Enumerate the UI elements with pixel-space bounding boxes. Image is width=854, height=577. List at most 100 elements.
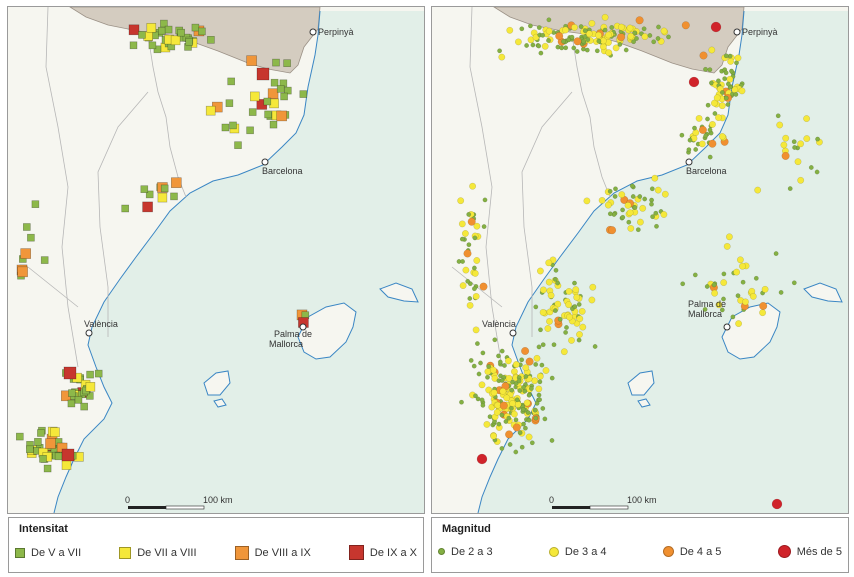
magnitude-marker: [718, 133, 726, 140]
magnitude-legend-title: Magnitud: [442, 523, 491, 535]
legend-item-ix-x: De IX a X: [348, 545, 417, 560]
magnitude-marker: [532, 407, 538, 413]
legend-item-viii-ix: De VIII a IX: [234, 545, 311, 560]
magnitude-marker: [711, 289, 718, 297]
magnitude-marker: [537, 379, 543, 385]
intensity-marker: [269, 120, 278, 129]
magnitude-marker: [540, 405, 546, 411]
intensity-marker: [248, 108, 257, 116]
magnitude-marker: [782, 134, 790, 142]
magnitude-marker: [721, 271, 727, 277]
swatch-square: [348, 545, 364, 560]
magnitude-marker: [512, 423, 521, 432]
city-marker-valencia: [509, 329, 517, 337]
magnitude-marker: [641, 33, 649, 40]
city-marker-palma: [723, 323, 731, 331]
intensity-marker: [45, 438, 56, 449]
intensity-marker: [158, 26, 166, 35]
magnitude-marker: [688, 76, 700, 88]
magnitude-legend: Magnitud De 2 a 3 De 3 a 4 De 4 a 5 Més …: [431, 517, 849, 573]
magnitude-marker: [635, 16, 644, 25]
magnitude-marker: [692, 125, 697, 131]
intensity-marker: [299, 90, 308, 98]
magnitude-marker: [613, 186, 618, 192]
magnitude-marker: [465, 278, 471, 284]
intensity-marker: [246, 55, 257, 67]
magnitude-marker: [654, 186, 662, 194]
magnitude-marker: [486, 364, 492, 369]
mainland: [8, 7, 424, 513]
magnitude-marker: [584, 47, 590, 53]
magnitude-marker: [489, 366, 497, 374]
magnitude-marker: [475, 341, 480, 346]
intensity-marker: [267, 88, 279, 99]
legend-item-label: De 3 a 4: [564, 545, 607, 558]
magnitude-marker: [492, 337, 498, 343]
swatch-square: [119, 546, 132, 559]
magnitude-map[interactable]: Perpinyà Barcelona València Palma de Mal…: [431, 6, 849, 514]
magnitude-marker: [525, 410, 531, 415]
legend-item-3-4: De 3 a 4: [548, 545, 607, 558]
magnitude-marker: [626, 219, 632, 225]
magnitude-marker: [609, 24, 615, 30]
magnitude-marker: [471, 269, 479, 277]
legend-item-label: De VIII a IX: [254, 546, 311, 559]
magnitude-marker: [536, 372, 544, 380]
magnitude-marker: [545, 278, 553, 286]
intensity-marker: [145, 190, 154, 199]
intensity-marker: [148, 41, 157, 50]
magnitude-marker: [711, 282, 717, 288]
magnitude-marker: [715, 301, 723, 309]
magnitude-marker: [623, 47, 629, 53]
magnitude-marker: [630, 194, 636, 199]
magnitude-marker: [720, 279, 728, 286]
magnitude-marker: [649, 201, 654, 207]
mallorca: [297, 302, 357, 360]
magnitude-marker: [803, 135, 811, 143]
intensity-legend-title: Intensitat: [19, 523, 68, 535]
magnitude-marker: [533, 304, 539, 310]
swatch-circle: [438, 548, 445, 555]
magnitude-marker: [582, 34, 588, 39]
magnitude-marker: [534, 400, 540, 406]
intensity-marker: [94, 369, 103, 378]
city-label-valencia: València: [482, 319, 516, 329]
magnitude-marker: [723, 70, 729, 76]
magnitude-marker: [478, 381, 486, 389]
intensity-map[interactable]: Perpinyà Barcelona València Palma de Mal…: [7, 6, 425, 514]
magnitude-marker: [604, 201, 612, 209]
magnitude-marker: [499, 348, 505, 354]
magnitude-marker: [506, 415, 512, 421]
magnitude-marker: [639, 204, 647, 212]
magnitude-map-canvas: Perpinyà Barcelona València Palma de Mal…: [432, 7, 848, 513]
magnitude-marker: [522, 364, 530, 372]
magnitude-marker: [499, 401, 508, 410]
magnitude-marker: [520, 406, 526, 412]
magnitude-marker: [536, 25, 542, 30]
magnitude-marker: [481, 224, 487, 230]
magnitude-marker: [815, 136, 820, 142]
city-marker-barcelona: [685, 158, 693, 166]
intensity-marker: [234, 141, 242, 149]
magnitude-marker: [564, 325, 569, 330]
magnitude-marker: [473, 222, 481, 230]
intensity-marker: [142, 201, 153, 213]
intensity-marker: [40, 256, 49, 264]
intensity-marker: [207, 35, 215, 44]
magnitude-marker: [637, 194, 643, 199]
magnitude-marker: [580, 38, 586, 44]
intensity-marker: [39, 454, 47, 463]
magnitude-marker: [576, 331, 583, 338]
magnitude-marker: [519, 26, 525, 32]
magnitude-marker: [563, 329, 569, 335]
intensity-marker: [50, 427, 60, 438]
city-label-palma-2: Mallorca: [269, 339, 303, 349]
magnitude-marker: [723, 95, 729, 101]
magnitude-marker: [512, 361, 520, 368]
magnitude-marker: [698, 140, 706, 148]
magnitude-marker: [738, 87, 746, 95]
intensity-marker: [61, 448, 75, 462]
magnitude-marker: [536, 344, 542, 350]
intensity-marker: [246, 126, 254, 135]
legend-item-label: De VII a VIII: [137, 546, 197, 559]
